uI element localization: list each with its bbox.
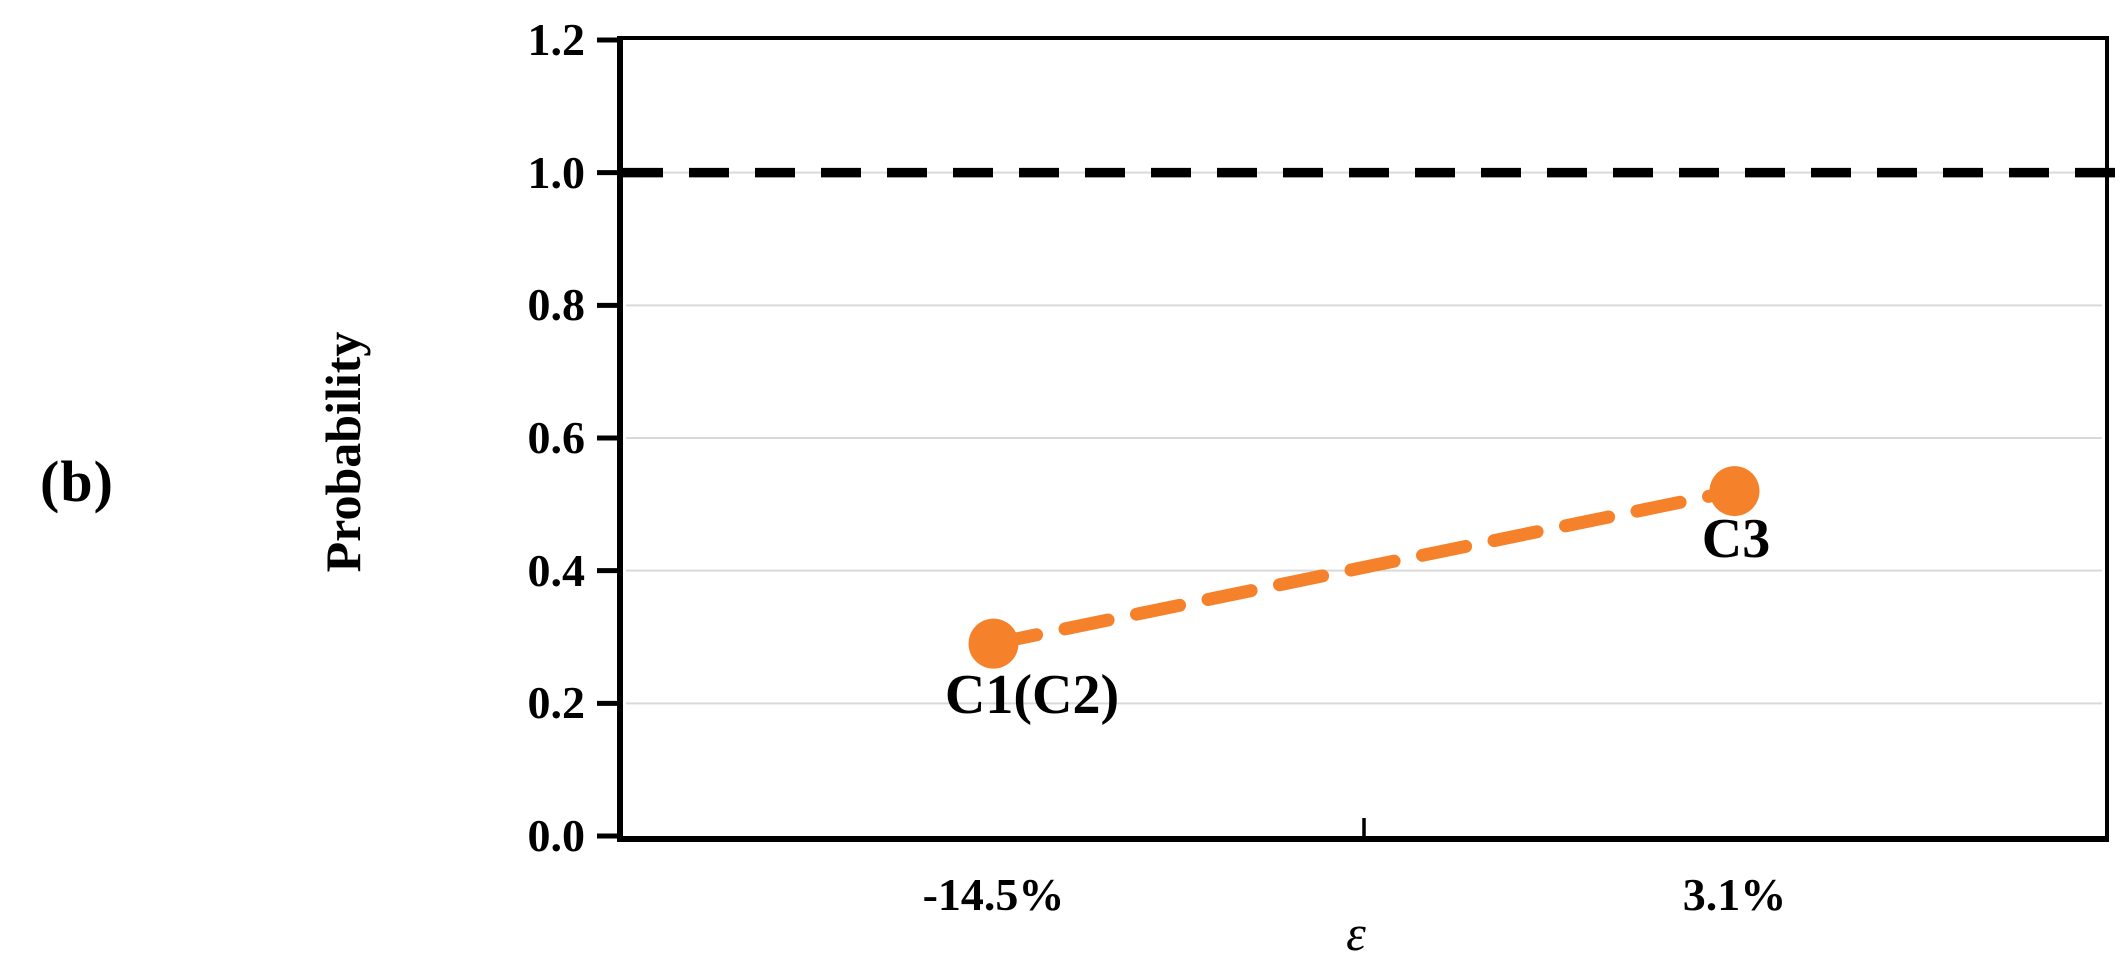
plot-area-border bbox=[617, 36, 2109, 842]
y-tick-label: 1.2 bbox=[527, 14, 586, 65]
y-tick-label: 0.0 bbox=[527, 810, 586, 861]
point-label-c1c2: C1(C2) bbox=[944, 664, 1120, 726]
y-tick-label: 0.2 bbox=[527, 677, 586, 729]
y-axis-title: Probability bbox=[315, 331, 371, 573]
x-axis-title: ε bbox=[1346, 905, 1366, 961]
x-tick-label: -14.5% bbox=[922, 869, 1065, 920]
x-tick-label: 3.1% bbox=[1682, 869, 1787, 920]
y-tick-label: 1.0 bbox=[527, 146, 586, 198]
figure-label: (b) bbox=[40, 449, 114, 514]
y-tick-label: 0.4 bbox=[527, 544, 586, 596]
y-tick-label: 0.8 bbox=[527, 279, 586, 331]
point-label-c3: C3 bbox=[1701, 508, 1771, 570]
y-tick-label: 0.6 bbox=[527, 412, 586, 463]
